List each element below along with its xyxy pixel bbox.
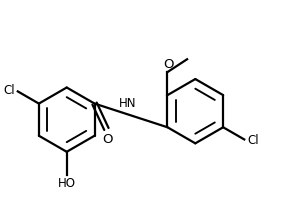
Text: HO: HO — [58, 177, 76, 189]
Text: Cl: Cl — [247, 134, 259, 147]
Text: HN: HN — [119, 97, 136, 110]
Text: O: O — [163, 58, 174, 71]
Text: Cl: Cl — [3, 84, 15, 97]
Text: O: O — [102, 133, 112, 146]
